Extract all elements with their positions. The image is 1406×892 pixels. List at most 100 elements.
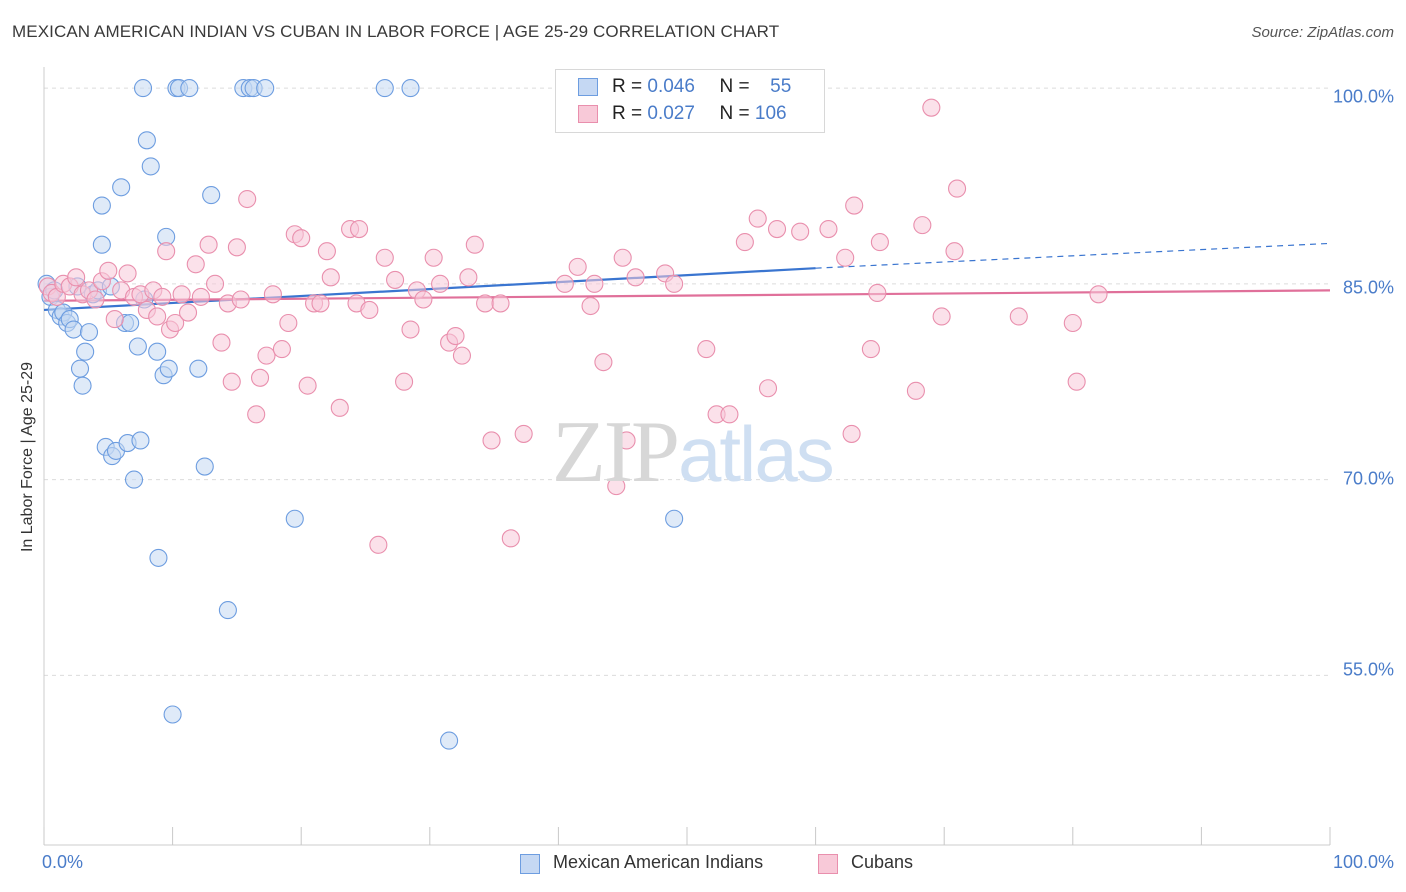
legend-r-label: R =	[612, 103, 643, 124]
point-mexican-american-indians	[64, 320, 83, 339]
point-cubans	[945, 242, 964, 261]
point-cubans	[238, 189, 257, 209]
point-cubans	[330, 398, 349, 417]
point-mexican-american-indians	[70, 359, 90, 378]
point-cubans	[446, 326, 465, 346]
point-mexican-american-indians	[128, 337, 147, 356]
point-cubans	[401, 320, 420, 339]
point-cubans	[272, 340, 291, 359]
point-cubans	[791, 222, 810, 241]
legend-swatch-pink	[578, 105, 598, 123]
point-mexican-american-indians	[163, 705, 182, 724]
point-cubans	[842, 424, 861, 443]
point-cubans	[321, 268, 340, 287]
point-cubans	[501, 529, 520, 548]
point-cubans	[395, 372, 414, 391]
point-cubans	[157, 242, 176, 261]
point-cubans	[231, 290, 250, 309]
point-cubans	[298, 376, 317, 395]
point-cubans	[585, 274, 604, 293]
point-mexican-american-indians	[159, 359, 178, 378]
point-cubans	[172, 285, 191, 304]
point-cubans	[868, 283, 887, 303]
point-cubans	[476, 294, 495, 313]
legend-r-value: 0.046	[647, 76, 695, 97]
trendline-cubans	[43, 289, 1331, 302]
point-cubans	[767, 219, 787, 239]
point-cubans	[166, 313, 185, 333]
point-cubans	[748, 209, 767, 228]
bottom-legend-swatch-blue	[520, 854, 540, 874]
point-mexican-american-indians	[189, 359, 208, 378]
data-points	[37, 79, 1108, 750]
point-mexican-american-indians	[256, 79, 275, 98]
point-cubans	[720, 405, 739, 424]
point-mexican-american-indians	[148, 342, 167, 361]
point-cubans	[581, 296, 600, 316]
point-mexican-american-indians	[73, 376, 92, 395]
stats-legend: R = 0.046 N = 55 R = 0.027 N = 106	[555, 69, 825, 133]
point-cubans	[369, 535, 388, 554]
point-cubans	[205, 274, 225, 293]
point-mexican-american-indians	[121, 313, 140, 333]
legend-r-label: R =	[612, 76, 643, 97]
point-cubans	[199, 235, 218, 254]
point-cubans	[212, 333, 231, 352]
point-cubans	[292, 229, 311, 248]
point-mexican-american-indians	[401, 79, 420, 98]
point-mexican-american-indians	[137, 131, 156, 150]
point-mexican-american-indians	[92, 196, 111, 215]
point-mexican-american-indians	[92, 235, 111, 254]
point-mexican-american-indians	[202, 186, 221, 205]
point-cubans	[250, 368, 270, 387]
point-cubans	[514, 424, 533, 443]
source-credit: Source: ZipAtlas.com	[1251, 24, 1394, 41]
watermark-zip: ZIP	[552, 404, 680, 501]
point-cubans	[105, 310, 124, 329]
point-cubans	[845, 196, 864, 215]
point-cubans	[819, 219, 838, 239]
point-cubans	[153, 287, 172, 306]
point-mexican-american-indians	[440, 731, 459, 750]
point-cubans	[414, 290, 433, 309]
point-mexican-american-indians	[665, 509, 684, 528]
point-cubans	[99, 261, 118, 280]
point-mexican-american-indians	[79, 323, 99, 342]
point-cubans	[360, 300, 379, 320]
legend-n-value: 55	[770, 76, 792, 97]
point-cubans	[568, 257, 587, 276]
trend-lines	[43, 242, 1331, 312]
watermark-logo: ZIPatlas	[552, 400, 835, 503]
point-mexican-american-indians	[76, 342, 95, 361]
point-cubans	[1089, 285, 1108, 304]
point-cubans	[491, 294, 510, 313]
axes	[43, 67, 1331, 846]
point-cubans	[913, 216, 932, 235]
chart-title: MEXICAN AMERICAN INDIAN VS CUBAN IN LABO…	[12, 22, 780, 41]
point-cubans	[227, 238, 246, 257]
bottom-legend-label: Cubans	[851, 852, 914, 872]
trendline-mexican-american-indians-extension	[815, 242, 1331, 269]
point-mexican-american-indians	[141, 157, 160, 176]
point-cubans	[317, 242, 336, 261]
bottom-legend-label: Mexican American Indians	[553, 852, 764, 872]
point-mexican-american-indians	[133, 79, 153, 98]
point-cubans	[626, 268, 645, 287]
point-cubans	[191, 287, 210, 306]
point-cubans	[350, 219, 369, 239]
point-cubans	[613, 248, 632, 267]
point-cubans	[452, 346, 472, 365]
y-tick-label: 55.0%	[1342, 659, 1394, 680]
point-cubans	[482, 431, 501, 450]
x-tick-label-max: 100.0%	[1332, 852, 1394, 872]
x-tick-label-min: 0.0%	[42, 852, 84, 872]
point-cubans	[735, 233, 754, 252]
point-cubans	[607, 477, 626, 496]
point-mexican-american-indians	[375, 79, 394, 98]
point-cubans	[922, 98, 941, 117]
point-mexican-american-indians	[131, 431, 150, 450]
watermark-atlas: atlas	[678, 410, 835, 498]
point-cubans	[222, 372, 241, 391]
point-cubans	[932, 307, 951, 326]
